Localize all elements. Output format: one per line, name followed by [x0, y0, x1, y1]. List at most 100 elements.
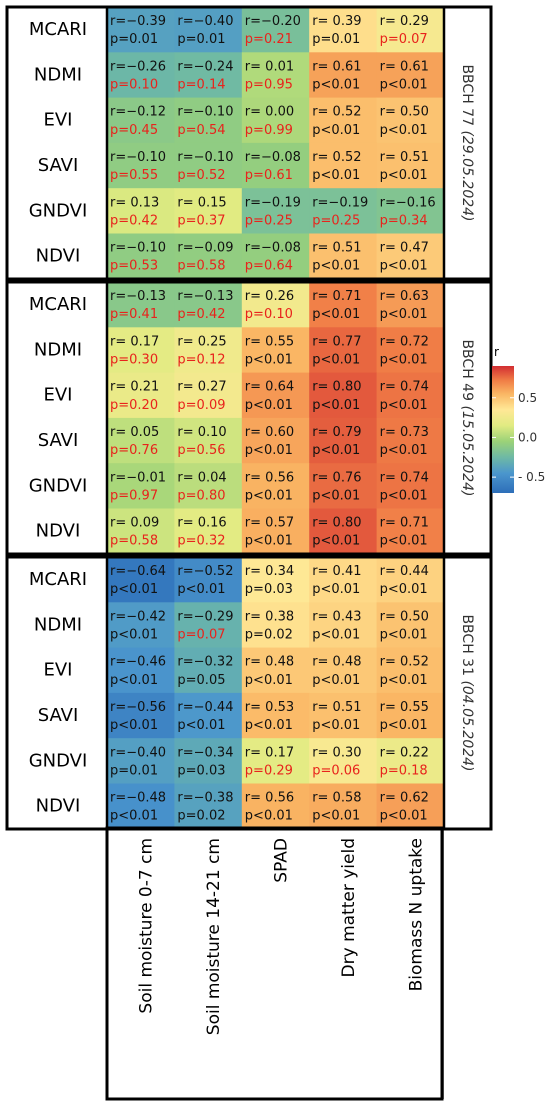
cell-p-label: p=0.01	[110, 32, 158, 47]
cell-r-label: r=−0.34	[177, 745, 233, 760]
row-label: GNDVI	[29, 750, 88, 771]
cell-p-label: p=0.18	[380, 763, 428, 778]
heatmap-cell	[241, 783, 310, 830]
column-label-frame	[105, 826, 444, 1101]
heatmap-cell	[376, 692, 445, 739]
heatmap-cell	[241, 97, 310, 144]
cell-r-label: r= 0.44	[380, 564, 429, 579]
cell-p-label: p=0.55	[110, 168, 158, 183]
row-label: SAVI	[38, 705, 79, 726]
cell-p-label: p<0.01	[312, 353, 360, 368]
cell-p-label: p<0.01	[380, 353, 428, 368]
heatmap-cell	[241, 327, 310, 374]
cell-p-label: p=0.61	[245, 168, 293, 183]
heatmap-cell	[107, 327, 175, 374]
heatmap-cell	[376, 233, 445, 280]
heatmap-cell	[241, 463, 310, 509]
cell-r-label: r= 0.71	[380, 516, 429, 531]
cell-r-label: r=−0.20	[245, 14, 301, 29]
cell-r-label: r= 0.30	[312, 745, 361, 760]
cell-r-label: r= 0.72	[380, 334, 429, 349]
cell-r-label: r= 0.62	[380, 791, 429, 806]
cell-p-label: p<0.01	[245, 443, 293, 458]
panel-strip-labels: BBCH 77 (29.05.2024) BBCH 49 (15.05.2024)…	[459, 64, 475, 771]
cell-r-label: r=−0.16	[380, 195, 436, 210]
heatmap-cell	[107, 557, 175, 603]
heatmap-cell	[376, 783, 445, 830]
cell-p-label: p=0.58	[110, 534, 158, 549]
cell-p-label: p=0.32	[177, 534, 225, 549]
cell-p-label: p=0.12	[177, 353, 225, 368]
cell-p-label: p<0.01	[312, 582, 360, 597]
cell-r-label: r= 0.05	[110, 425, 159, 440]
heatmap-cell	[107, 692, 175, 739]
cell-r-label: r= 0.51	[312, 241, 361, 256]
cell-r-label: r= 0.58	[312, 791, 361, 806]
cell-p-label: p<0.01	[380, 718, 428, 733]
heatmap-cell	[309, 783, 378, 830]
heatmap-cell	[241, 557, 310, 603]
cell-p-label: p<0.01	[245, 488, 293, 503]
cell-r-label: r= 0.48	[312, 655, 361, 670]
cell-r-label: r= 0.21	[110, 380, 159, 395]
cell-p-label: p<0.01	[380, 78, 428, 93]
cell-p-label: p=0.25	[312, 213, 360, 228]
cell-p-label: p=0.07	[380, 32, 428, 47]
heatmap-cell	[241, 7, 310, 53]
heatmap-cell	[309, 647, 378, 694]
heatmap-cell	[376, 508, 445, 555]
heatmap-cell	[241, 417, 310, 464]
heatmap-cell	[241, 188, 310, 234]
cell-p-label: p=0.30	[110, 353, 158, 368]
cell-r-label: r= 0.56	[245, 791, 294, 806]
cell-r-label: r= 0.25	[177, 334, 226, 349]
cell-p-label: p<0.01	[380, 488, 428, 503]
cell-p-label: p=0.14	[177, 78, 225, 93]
row-label: NDMI	[34, 339, 82, 360]
cell-r-label: r= 0.39	[312, 14, 361, 29]
cell-p-label: p<0.01	[312, 168, 360, 183]
cell-r-label: r=−0.08	[245, 241, 301, 256]
heatmap-cell	[376, 557, 445, 603]
heatmap-cell	[376, 142, 445, 189]
heatmap-cell	[107, 282, 175, 328]
heatmap-cell	[241, 692, 310, 739]
cell-r-label: r=−0.13	[177, 289, 233, 304]
cell-r-label: r= 0.56	[245, 470, 294, 485]
heatmap-cell	[376, 372, 445, 419]
cell-p-label: p<0.01	[312, 259, 360, 274]
cell-p-label: p<0.01	[380, 443, 428, 458]
row-label: GNDVI	[29, 475, 88, 496]
cell-r-label: r= 0.80	[312, 516, 361, 531]
cell-r-label: r= 0.13	[110, 195, 159, 210]
heatmap-cell	[309, 142, 378, 189]
heatmap-cell	[174, 557, 243, 603]
cell-r-label: r= 0.55	[380, 700, 429, 715]
cell-p-label: p<0.01	[380, 307, 428, 322]
heatmap-cell	[241, 602, 310, 649]
cell-p-label: p<0.01	[110, 673, 158, 688]
cell-p-label: p<0.01	[380, 534, 428, 549]
heatmap-cells	[107, 7, 445, 830]
row-label: MCARI	[29, 569, 87, 590]
panel-grid-frame	[105, 280, 446, 556]
heatmap-cell	[107, 233, 175, 280]
cell-p-label: p=0.37	[177, 213, 225, 228]
cell-r-label: r= 0.73	[380, 425, 429, 440]
heatmap-cell	[309, 327, 378, 374]
heatmap-cell	[241, 508, 310, 555]
cell-p-label: p=0.64	[245, 259, 293, 274]
cell-r-label: r= 0.61	[380, 59, 429, 74]
cell-r-label: r=−0.46	[110, 655, 166, 670]
column-label: Soil moisture 14-21 cm	[204, 838, 224, 1035]
cell-p-label: p=0.34	[380, 213, 428, 228]
heatmap-cell	[376, 7, 445, 53]
cell-p-label: p=0.56	[177, 443, 225, 458]
cell-p-label: p<0.01	[312, 718, 360, 733]
cell-p-label: p<0.01	[312, 123, 360, 138]
cell-p-label: p=0.80	[177, 488, 225, 503]
cell-r-label: r=−0.40	[177, 14, 233, 29]
heatmap-cell	[309, 463, 378, 509]
heatmap-cell	[107, 647, 175, 694]
heatmap-cell	[309, 52, 378, 99]
